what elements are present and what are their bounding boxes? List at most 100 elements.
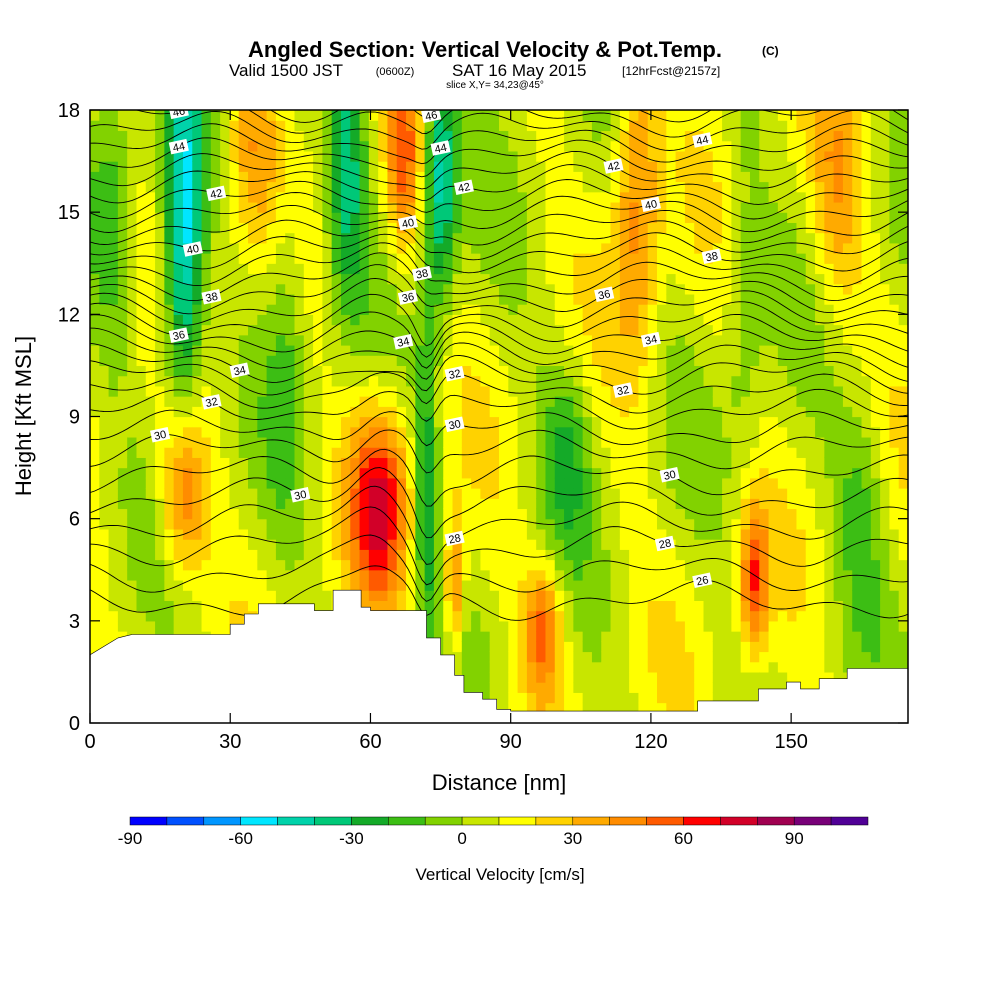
subtitle-date: SAT 16 May 2015 <box>452 61 587 80</box>
velocity-cell <box>564 181 574 193</box>
velocity-cell <box>657 324 667 336</box>
velocity-cell <box>136 385 147 397</box>
velocity-cell <box>471 590 482 601</box>
velocity-cell <box>275 375 286 387</box>
velocity-cell <box>722 314 732 326</box>
velocity-cell <box>508 620 519 632</box>
velocity-cell <box>684 651 695 663</box>
velocity-cell <box>815 426 825 438</box>
velocity-cell <box>266 273 277 285</box>
velocity-cell <box>285 457 296 469</box>
velocity-cell <box>303 201 314 213</box>
velocity-cell <box>564 242 574 254</box>
velocity-cell <box>647 150 658 162</box>
velocity-cell <box>499 671 509 683</box>
velocity-cell <box>406 201 416 213</box>
velocity-cell <box>684 631 695 642</box>
velocity-cell <box>694 641 705 653</box>
velocity-cell <box>294 314 305 326</box>
velocity-cell <box>666 334 677 346</box>
velocity-cell <box>322 273 333 285</box>
velocity-cell <box>591 273 602 285</box>
velocity-cell <box>675 150 686 162</box>
velocity-cell <box>294 539 305 550</box>
velocity-cell <box>303 130 314 142</box>
velocity-cell <box>415 488 426 499</box>
velocity-cell <box>499 692 509 704</box>
velocity-cell <box>703 579 714 591</box>
velocity-cell <box>145 140 156 152</box>
velocity-cell <box>777 304 788 315</box>
velocity-cell <box>554 140 565 152</box>
velocity-cell <box>275 263 286 275</box>
velocity-cell <box>489 375 500 387</box>
velocity-cell <box>805 682 816 693</box>
velocity-cell <box>657 355 667 367</box>
velocity-cell <box>155 191 165 203</box>
velocity-cell <box>536 314 547 326</box>
velocity-cell <box>220 488 231 499</box>
velocity-cell <box>517 181 528 193</box>
velocity-cell <box>192 600 203 612</box>
velocity-cell <box>461 549 472 561</box>
velocity-cell <box>359 457 370 469</box>
velocity-cell <box>731 304 742 315</box>
velocity-cell <box>173 518 184 530</box>
velocity-cell <box>248 120 258 132</box>
velocity-cell <box>173 620 184 632</box>
velocity-cell <box>499 263 509 275</box>
velocity-cell <box>257 385 268 397</box>
velocity-cell <box>182 447 193 458</box>
velocity-cell <box>387 467 398 479</box>
velocity-cell <box>740 242 751 254</box>
velocity-cell <box>610 457 621 469</box>
velocity-cell <box>777 344 788 356</box>
velocity-cell <box>610 253 621 264</box>
velocity-cell <box>238 590 249 601</box>
velocity-cell <box>471 559 482 571</box>
velocity-cell <box>489 426 500 438</box>
velocity-cell <box>638 396 649 407</box>
velocity-cell <box>731 426 742 438</box>
velocity-cell <box>573 120 584 132</box>
velocity-cell <box>824 416 835 428</box>
velocity-cell <box>461 682 472 693</box>
velocity-cell <box>155 242 165 254</box>
velocity-cell <box>564 631 574 642</box>
velocity-cell <box>852 365 863 377</box>
velocity-cell <box>554 130 565 142</box>
velocity-cell <box>703 406 714 418</box>
velocity-cell <box>508 130 519 142</box>
velocity-cell <box>712 692 723 704</box>
velocity-cell <box>136 150 147 162</box>
velocity-cell <box>694 467 705 479</box>
velocity-cell <box>694 283 705 295</box>
velocity-cell <box>722 518 732 530</box>
velocity-cell <box>433 518 444 530</box>
velocity-cell <box>210 110 221 121</box>
velocity-cell <box>313 467 323 479</box>
velocity-cell <box>471 161 482 172</box>
velocity-cell <box>842 436 853 448</box>
velocity-cell <box>777 242 788 254</box>
velocity-cell <box>647 283 658 295</box>
velocity-cell <box>815 314 825 326</box>
velocity-cell <box>489 600 500 612</box>
velocity-cell <box>768 365 779 377</box>
velocity-cell <box>164 579 175 591</box>
velocity-cell <box>164 590 175 601</box>
velocity-cell <box>108 579 119 591</box>
velocity-cell <box>629 355 640 367</box>
velocity-cell <box>554 171 565 183</box>
velocity-cell <box>536 181 547 193</box>
velocity-cell <box>313 334 323 346</box>
velocity-cell <box>257 477 268 489</box>
velocity-cell <box>192 579 203 591</box>
velocity-cell <box>842 528 853 540</box>
velocity-cell <box>759 355 770 367</box>
velocity-cell <box>127 477 138 489</box>
velocity-cell <box>378 344 389 356</box>
velocity-cell <box>852 518 863 530</box>
velocity-cell <box>731 692 742 704</box>
velocity-cell <box>777 631 788 642</box>
